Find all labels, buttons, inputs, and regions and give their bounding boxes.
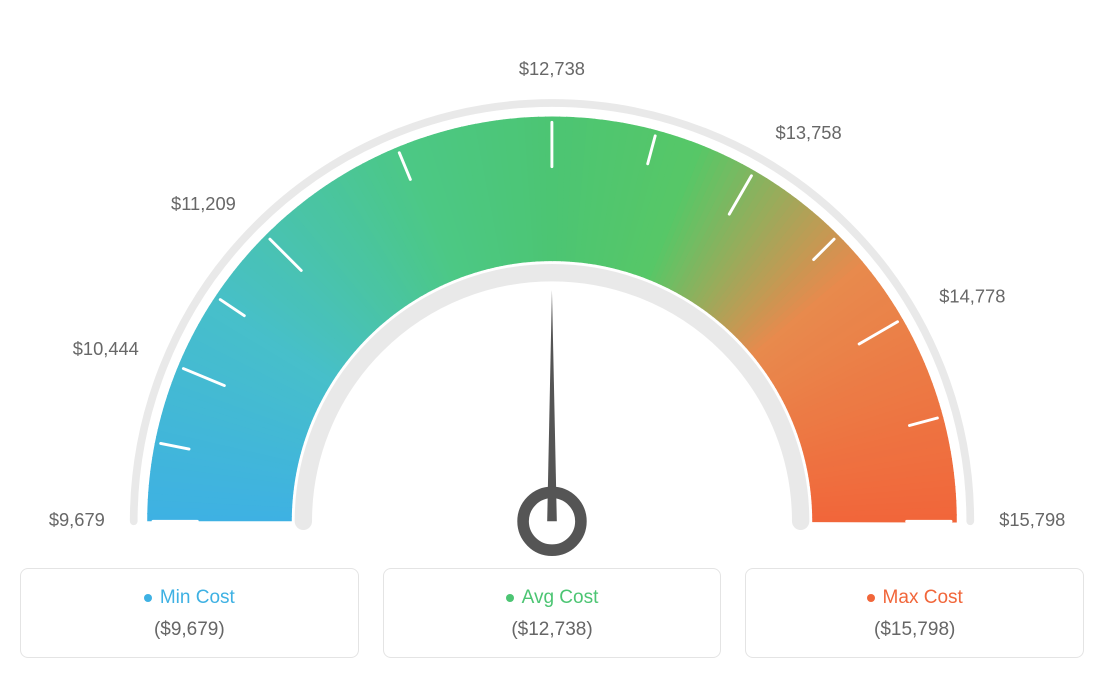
svg-text:$14,778: $14,778 xyxy=(939,286,1005,307)
legend-avg-label: Avg Cost xyxy=(506,587,599,609)
legend-avg-card: Avg Cost ($12,738) xyxy=(383,568,722,658)
gauge-chart: $9,679 $10,444 $11,209 $12,738 $13,758 $14,77… xyxy=(20,20,1084,560)
legend-min-value: ($9,679) xyxy=(31,619,348,641)
legend-max-value: ($15,798) xyxy=(756,619,1073,641)
legend-max-card: Max Cost ($15,798) xyxy=(745,568,1084,658)
svg-text:$10,444: $10,444 xyxy=(73,338,139,359)
svg-text:$9,679: $9,679 xyxy=(49,509,105,530)
legend-max-label-text: Max Cost xyxy=(883,587,963,609)
legend-min-label-text: Min Cost xyxy=(160,587,235,609)
dot-icon xyxy=(144,594,152,602)
legend-row: Min Cost ($9,679) Avg Cost ($12,738) Max… xyxy=(20,568,1084,658)
cost-gauge-container: $9,679 $10,444 $11,209 $12,738 $13,758 $14,77… xyxy=(20,20,1084,658)
svg-text:$11,209: $11,209 xyxy=(171,193,236,214)
dot-icon xyxy=(506,594,514,602)
svg-text:$13,758: $13,758 xyxy=(776,122,842,143)
svg-text:$15,798: $15,798 xyxy=(999,509,1065,530)
svg-text:$12,738: $12,738 xyxy=(519,58,585,79)
dot-icon xyxy=(867,594,875,602)
legend-avg-value: ($12,738) xyxy=(394,619,711,641)
legend-min-card: Min Cost ($9,679) xyxy=(20,568,359,658)
legend-max-label: Max Cost xyxy=(867,587,963,609)
legend-avg-label-text: Avg Cost xyxy=(522,587,599,609)
legend-min-label: Min Cost xyxy=(144,587,235,609)
